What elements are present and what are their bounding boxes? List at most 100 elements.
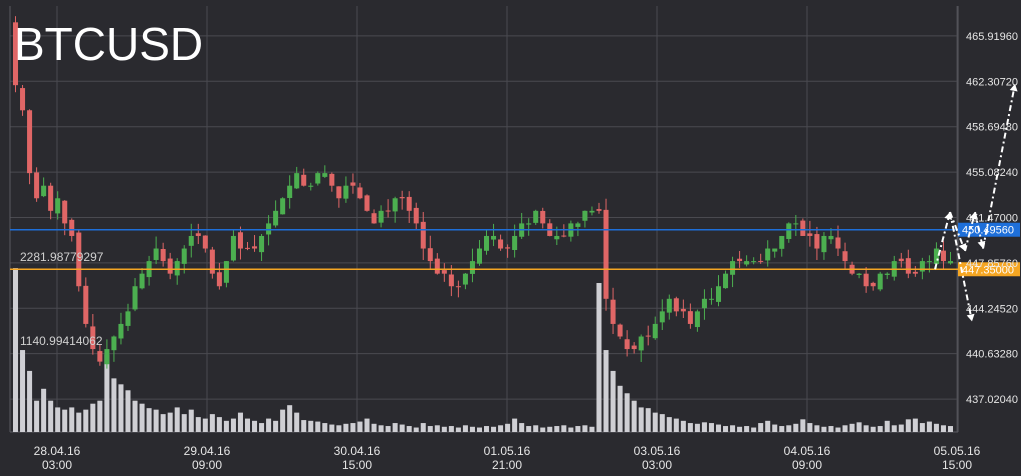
volume-bar [491,426,497,432]
volume-bar [744,426,750,432]
candle-body [125,311,131,326]
volume-bar [870,426,876,432]
candle-body [603,209,609,299]
volume-bar [455,427,461,432]
volume-bar [350,423,356,432]
volume-bar [905,419,911,432]
candle-body [800,220,806,236]
volume-bar [659,414,665,432]
x-axis: 28.04.1603:0029.04.1609:0030.04.1615:000… [34,444,981,472]
candle-body [666,298,672,313]
volume-bar [631,400,637,432]
volume-bar [104,354,110,432]
volume-bar [926,421,932,432]
candle-body [610,299,616,324]
volume-bar [69,407,75,432]
candle-body [385,210,391,212]
candle-body [701,298,707,309]
volume-bar [687,423,693,432]
x-tick-time: 03:00 [42,458,72,472]
candle-body [582,210,588,221]
x-tick-date: 04.05.16 [784,444,831,458]
candle-body [947,261,953,264]
volume-bar [55,407,61,432]
volume-bar [343,423,349,432]
volume-bar [48,400,54,432]
volume-bar [146,408,152,432]
volume-bar [596,283,602,432]
volume-bar [62,409,68,432]
volume-bar [273,420,279,432]
y-tick-label: 437.02040 [966,394,1018,406]
volume-bar [933,423,939,432]
candles [13,16,953,369]
candle-body [315,173,321,184]
y-tick-label: 444.24520 [966,303,1018,315]
volume-bar [392,423,398,432]
candle-body [898,258,904,262]
candle-body [863,273,869,287]
volume-bar [891,425,897,432]
x-tick-date: 29.04.16 [184,444,231,458]
volume-bar [701,422,707,432]
volume-bar [223,420,229,432]
volume-bar [582,425,588,432]
x-tick-time: 09:00 [192,458,222,472]
chart-title: BTCUSD [14,18,203,70]
candle-body [926,261,932,263]
candle-body [842,251,848,262]
volume-bar [329,424,335,432]
volume-bar [202,418,208,432]
volume-bar [484,426,490,432]
candle-body [343,185,349,199]
candle-body [638,336,644,351]
candle-body [617,324,623,337]
volume-bar [441,426,447,432]
volume-bar [195,417,201,432]
candle-body [336,186,342,199]
volume-bars [13,268,953,432]
volume-bar [27,370,33,432]
candle-body [469,261,475,274]
candle-body [83,285,89,324]
volume-bar [526,426,532,432]
y-tick-label: 458.69480 [966,122,1018,134]
volume-bar [188,409,194,432]
volume-bar [476,427,482,432]
candle-body [631,345,637,350]
candle-body [751,261,757,263]
price-lines: 450.49560 447.35000 [10,222,1020,277]
x-tick-date: 30.04.16 [334,444,381,458]
candle-body [364,195,370,211]
volume-bar [540,427,546,432]
forecast-arrow-head [1009,83,1018,92]
candle-body [69,219,75,236]
volume-bar [680,420,686,432]
y-tick-label: 451.47000 [966,212,1018,224]
y-tick-label: 462.30720 [966,76,1018,88]
volume-bar [758,423,764,432]
candle-body [526,223,532,225]
volume-bar [772,424,778,432]
volume-bar [209,414,215,432]
candle-body [280,198,286,215]
volume-bar [427,426,433,432]
candle-body [905,258,911,274]
candle-body [55,198,61,214]
candle-body [856,273,862,275]
volume-bar [230,418,236,432]
candle-body [378,210,384,223]
volume-bar [139,403,145,432]
forecast-arrows [934,83,1018,322]
volume-bar [420,423,426,432]
candle-body [111,336,117,351]
candle-body [434,258,440,274]
volume-bar [779,426,785,432]
volume-bar [533,425,539,432]
x-tick-date: 01.05.16 [484,444,531,458]
volume-bar [244,418,251,432]
volume-bar [849,423,855,432]
x-tick-date: 03.05.16 [634,444,681,458]
